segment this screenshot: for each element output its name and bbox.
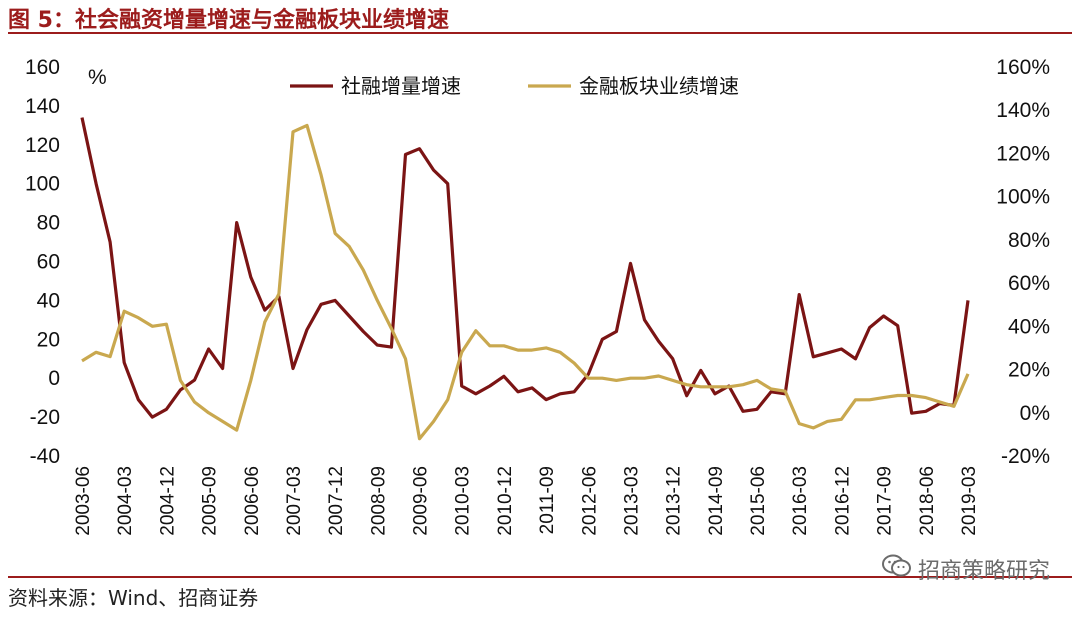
left-tick-label: 20 (37, 328, 60, 351)
wechat-icon (881, 553, 912, 585)
left-tick-label: 80 (37, 212, 60, 235)
x-tick-label: 2004-12 (157, 466, 178, 536)
left-axis-ticks: -40 -20 0 20 40 60 80 100 120 140 160 (25, 56, 60, 468)
legend-label-series-1: 社融增量增速 (341, 74, 461, 98)
x-tick-label: 2003-06 (73, 466, 94, 536)
x-tick-label: 2017-09 (875, 466, 896, 536)
x-tick-label: 2013-12 (664, 466, 685, 536)
x-tick-label: 2010-03 (453, 466, 474, 536)
right-tick-label: 80% (1008, 229, 1050, 252)
x-axis-ticks: 2003-06 2004-03 2004-12 2005-09 2006-06 2007-… (73, 466, 980, 536)
x-tick-label: 2008-09 (368, 466, 389, 536)
x-tick-label: 2011-09 (537, 466, 558, 534)
left-tick-label: 120 (25, 134, 60, 157)
left-tick-label: 160 (25, 56, 60, 79)
right-tick-label: 100% (996, 186, 1050, 209)
figure-title: 图 5：社会融资增量增速与金融板块业绩增速 (8, 8, 449, 33)
x-tick-label: 2007-03 (284, 466, 305, 536)
left-tick-label: 0 (48, 367, 60, 390)
x-tick-label: 2019-03 (959, 466, 980, 536)
right-axis-ticks: -20% 0% 20% 40% 60% 80% 100% 120% 140% 160% (996, 56, 1050, 468)
watermark: 招商策略研究 (881, 553, 1050, 585)
left-tick-label: 40 (37, 289, 60, 312)
left-axis-unit: % (88, 66, 107, 89)
right-tick-label: 140% (996, 99, 1050, 122)
x-tick-label: 2006-06 (242, 466, 263, 536)
x-tick-label: 2016-03 (790, 466, 811, 536)
left-tick-label: -40 (30, 445, 60, 468)
right-tick-label: 160% (996, 56, 1050, 79)
x-tick-label: 2004-03 (115, 466, 136, 536)
source-note: 资料来源：Wind、招商证券 (8, 586, 259, 610)
right-tick-label: 40% (1008, 315, 1050, 338)
series-line-shrong-increment (80, 117, 970, 419)
watermark-text: 招商策略研究 (917, 559, 1050, 584)
x-tick-label: 2013-03 (621, 466, 642, 536)
right-tick-label: 120% (996, 142, 1050, 165)
x-tick-label: 2018-06 (917, 466, 938, 536)
right-tick-label: 0% (1020, 402, 1050, 425)
left-tick-label: 60 (37, 251, 60, 274)
x-tick-label: 2012-06 (579, 466, 600, 536)
x-tick-label: 2016-12 (832, 466, 853, 536)
right-tick-label: -20% (1001, 445, 1050, 468)
right-tick-label: 60% (1008, 272, 1050, 295)
line-chart: -40 -20 0 20 40 60 80 100 120 140 160 -20% 0% 20% 40%… (25, 56, 1050, 536)
left-tick-label: 140 (25, 95, 60, 118)
x-tick-label: 2007-12 (326, 466, 347, 536)
left-tick-label: -20 (30, 406, 60, 429)
x-tick-label: 2005-09 (200, 466, 221, 536)
x-tick-label: 2009-06 (411, 466, 432, 536)
right-tick-label: 20% (1008, 359, 1050, 382)
legend: 社融增量增速 金融板块业绩增速 (290, 74, 739, 98)
title-divider (8, 32, 1072, 34)
left-tick-label: 100 (25, 173, 60, 196)
x-tick-label: 2015-06 (748, 466, 769, 536)
x-tick-label: 2014-09 (706, 466, 727, 536)
x-tick-label: 2010-12 (495, 466, 516, 536)
source-divider (8, 576, 1072, 578)
series-line-financial-earnings (81, 123, 970, 441)
legend-label-series-2: 金融板块业绩增速 (579, 74, 739, 98)
